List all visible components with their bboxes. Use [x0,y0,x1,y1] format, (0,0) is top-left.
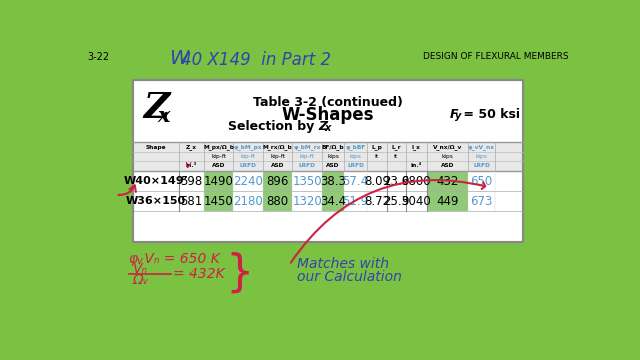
Text: kip-ft: kip-ft [241,154,256,159]
Text: y: y [455,111,461,121]
Text: 673: 673 [470,194,493,208]
Text: φ_vV_nx: φ_vV_nx [468,144,495,150]
Text: 9040: 9040 [401,194,431,208]
Bar [132,142,524,171]
Text: 3-22: 3-22 [88,53,110,62]
Text: 1450: 1450 [204,194,234,208]
Bar [322,191,344,211]
Text: x: x [157,105,170,126]
Text: Vₙ = 650 K: Vₙ = 650 K [140,252,220,266]
Text: x: x [324,123,330,133]
Text: = 432K: = 432K [173,267,225,281]
Text: in.⁴: in.⁴ [411,163,422,168]
Text: Table 3-2 (continued): Table 3-2 (continued) [253,95,403,109]
Text: 432: 432 [436,175,458,188]
Text: BF/Ω_b: BF/Ω_b [322,144,344,150]
Text: 40 X149  in Part 2: 40 X149 in Part 2 [180,51,331,69]
Text: LRFD: LRFD [473,163,490,168]
Text: ASD: ASD [212,163,225,168]
Text: V_nx/Ω_v: V_nx/Ω_v [433,144,462,150]
Text: φ_bM_px: φ_bM_px [234,144,262,150]
Bar [428,171,467,191]
Text: LRFD: LRFD [347,163,364,168]
Text: 1320: 1320 [292,194,322,208]
Text: 57.4: 57.4 [342,175,369,188]
Text: L_p: L_p [371,144,382,150]
Text: kip-ft: kip-ft [211,154,227,159]
Text: }: } [226,251,254,294]
Text: Selection by: Selection by [228,120,319,133]
Text: 38.3: 38.3 [320,175,346,188]
Text: 25.3: 25.3 [383,194,409,208]
Text: kip-ft: kip-ft [300,154,315,159]
Text: M_px/Ω_b: M_px/Ω_b [204,144,234,150]
Text: ASD: ASD [271,163,284,168]
Text: L_r: L_r [392,144,401,150]
Text: φ: φ [129,252,138,266]
Bar [322,171,344,191]
Text: ft: ft [394,154,398,159]
Bar [132,80,524,242]
Text: v: v [136,256,141,266]
Text: 581: 581 [180,194,203,208]
Text: 8.72: 8.72 [364,194,390,208]
Text: Shape: Shape [146,144,166,149]
Text: kips: kips [476,154,488,159]
Text: 650: 650 [470,175,493,188]
Text: our Calculation: our Calculation [297,270,402,284]
Bar [204,191,234,211]
Text: φ_bBF: φ_bBF [346,144,365,150]
Text: 1490: 1490 [204,175,234,188]
Bar [263,191,292,211]
Text: DESIGN OF FLEXURAL MEMBERS: DESIGN OF FLEXURAL MEMBERS [422,53,568,62]
Text: kips: kips [327,154,339,159]
Text: F: F [450,108,458,121]
Text: I_x: I_x [412,144,420,150]
Bar [204,171,234,191]
Text: W36×150: W36×150 [126,196,186,206]
Text: 598: 598 [180,175,203,188]
Text: 896: 896 [266,175,289,188]
Text: 2240: 2240 [233,175,263,188]
Text: 34.4: 34.4 [320,194,346,208]
Text: 2180: 2180 [234,194,263,208]
Text: v: v [184,160,191,170]
Text: ft: ft [374,154,379,159]
Text: kips: kips [349,154,362,159]
Text: W40×149’: W40×149’ [124,176,188,186]
Text: 9800: 9800 [401,175,431,188]
Text: 8.09: 8.09 [364,175,390,188]
Text: kip-ft: kip-ft [270,154,285,159]
Text: φ_bM_rx: φ_bM_rx [293,144,321,150]
Text: 449: 449 [436,194,459,208]
Bar [132,80,524,242]
Text: Matches with: Matches with [297,257,389,271]
Text: W-Shapes: W-Shapes [282,106,374,124]
Text: LRFD: LRFD [240,163,257,168]
Text: W: W [169,49,188,68]
Text: ASD: ASD [441,163,454,168]
Text: Z: Z [143,91,170,125]
Text: ASD: ASD [326,163,340,168]
Text: 1350: 1350 [292,175,322,188]
Text: Z_x: Z_x [186,144,197,150]
Text: = 50 ksi: = 50 ksi [459,108,520,121]
Text: kips: kips [442,154,453,159]
Text: Z: Z [319,120,328,133]
Text: 51.9: 51.9 [342,194,369,208]
Text: LRFD: LRFD [299,163,316,168]
Text: Vₙ: Vₙ [132,262,148,276]
Text: 880: 880 [267,194,289,208]
Text: M_rx/Ω_b: M_rx/Ω_b [263,144,292,150]
Bar [263,171,292,191]
Text: Ωᵥ: Ωᵥ [132,273,149,287]
Text: 23.6: 23.6 [383,175,409,188]
Bar [428,191,467,211]
Text: in.³: in.³ [186,163,197,168]
